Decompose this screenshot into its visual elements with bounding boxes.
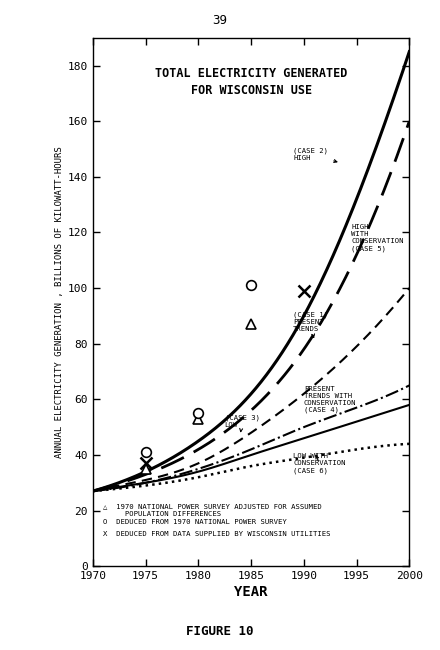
- Text: 39: 39: [213, 14, 227, 27]
- Text: X  DEDUCED FROM DATA SUPPLIED BY WISCONSIN UTILITIES: X DEDUCED FROM DATA SUPPLIED BY WISCONSI…: [103, 532, 331, 538]
- Text: LOW WITH
CONSERVATION
(CASE 6): LOW WITH CONSERVATION (CASE 6): [293, 453, 346, 474]
- Text: (CASE 1)
PRESENT
TRENDS: (CASE 1) PRESENT TRENDS: [293, 311, 328, 337]
- Text: HIGH
WITH
CONSERVATION
(CASE 5): HIGH WITH CONSERVATION (CASE 5): [351, 224, 404, 252]
- Text: (CASE 3)
LOW: (CASE 3) LOW: [225, 415, 260, 432]
- Text: (CASE 2)
HIGH: (CASE 2) HIGH: [293, 148, 337, 162]
- Text: TOTAL ELECTRICITY GENERATED
FOR WISCONSIN USE: TOTAL ELECTRICITY GENERATED FOR WISCONSI…: [155, 67, 347, 97]
- X-axis label: YEAR: YEAR: [235, 585, 268, 599]
- Text: PRESENT
TRENDS WITH
CONSERVATION
(CASE 4): PRESENT TRENDS WITH CONSERVATION (CASE 4…: [304, 385, 356, 413]
- Text: △  1970 NATIONAL POWER SURVEY ADJUSTED FOR ASSUMED
     POPULATION DIFFERENCES: △ 1970 NATIONAL POWER SURVEY ADJUSTED FO…: [103, 504, 322, 517]
- Y-axis label: ANNUAL ELECTRICITY GENERATION , BILLIONS OF KILOWATT-HOURS: ANNUAL ELECTRICITY GENERATION , BILLIONS…: [55, 146, 64, 458]
- Text: FIGURE 10: FIGURE 10: [186, 625, 254, 638]
- Text: O  DEDUCED FROM 1970 NATIONAL POWER SURVEY: O DEDUCED FROM 1970 NATIONAL POWER SURVE…: [103, 519, 287, 525]
